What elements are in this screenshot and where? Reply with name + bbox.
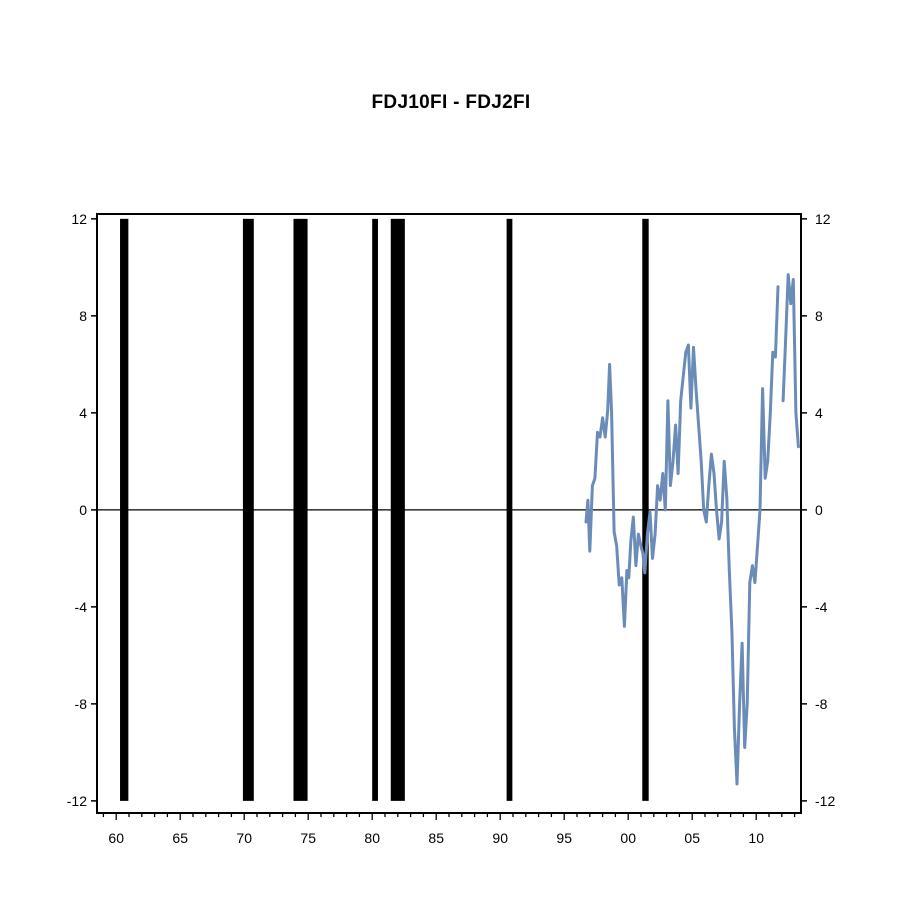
x-tick-label: 80 [364,830,380,846]
y-tick-label-right: 8 [815,308,823,324]
x-tick-label: 95 [556,830,572,846]
y-tick-label-left: 8 [79,308,87,324]
y-tick-label-right: 12 [815,211,831,227]
x-axis: 60 65 70 75 80 85 90 95 00 05 10 [102,813,796,846]
y-tick-label-left: 12 [71,211,87,227]
x-tick-label: 10 [748,830,764,846]
y-tick-label-right: -4 [815,599,828,615]
y-tick-label-left: -12 [67,793,87,809]
x-tick-label: 85 [428,830,444,846]
x-tick-label: 75 [300,830,316,846]
y-tick-label-left: -4 [75,599,88,615]
y-tick-label-left: -8 [75,696,88,712]
chart-title: FDJ10FI - FDJ2FI [371,92,531,113]
y-tick-label-right: 0 [815,502,823,518]
x-tick-label: 00 [620,830,636,846]
x-tick-label: 05 [684,830,700,846]
series-line [584,273,800,786]
plot-frame [96,213,802,814]
y-tick-label-right: -12 [815,793,835,809]
x-tick-label: 65 [172,830,188,846]
y-tick-label-left: 0 [79,502,87,518]
y-tick-label-left: 4 [79,405,87,421]
y-axis-right: 12 8 4 0 -4 -8 -12 [801,211,835,809]
x-tick-label: 60 [108,830,124,846]
y-tick-label-right: 4 [815,405,823,421]
y-tick-label-right: -8 [815,696,828,712]
x-tick-label: 70 [236,830,252,846]
y-axis-left: 12 8 4 0 -4 -8 -12 [67,211,97,809]
x-tick-label: 90 [492,830,508,846]
